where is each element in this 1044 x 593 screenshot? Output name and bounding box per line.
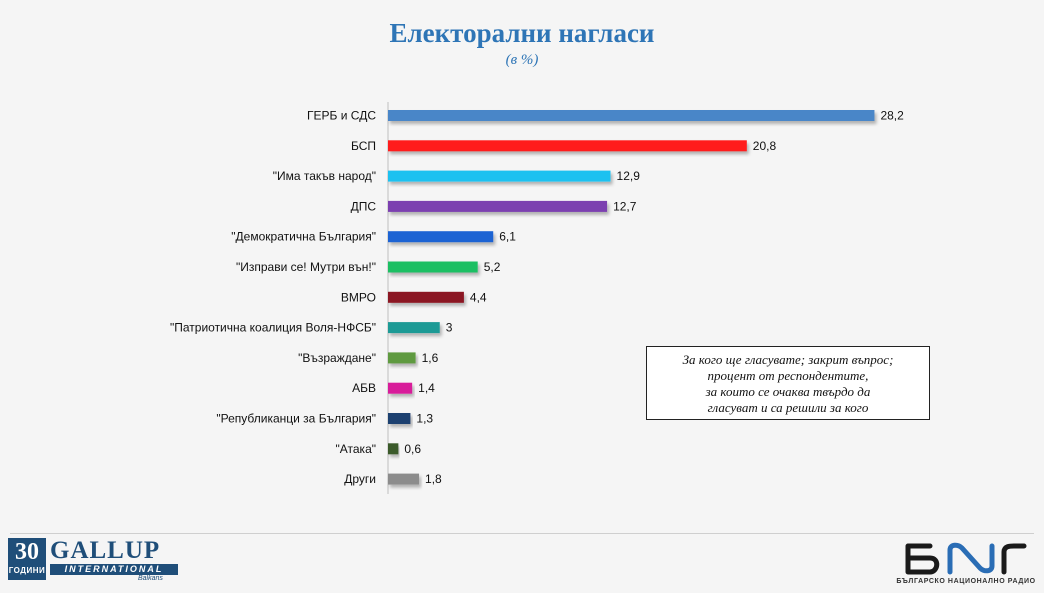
value-label: 1,8	[425, 472, 442, 486]
category-label: "Атака"	[336, 442, 376, 456]
methodology-note: За кого ще гласувате; закрит въпрос; про…	[646, 346, 930, 420]
value-label: 28,2	[880, 109, 904, 123]
value-label: 12,9	[617, 169, 641, 183]
bnr-logo: БЪЛГАРСКО НАЦИОНАЛНО РАДИО	[896, 538, 1036, 588]
bar	[388, 352, 416, 364]
category-label: "Изправи се! Мутри вън!"	[236, 260, 376, 274]
bar-chart: ГЕРБ и СДС 28,2 БСП 20,8 "Има такъв народ" 12…	[170, 102, 904, 494]
value-label: 0,6	[404, 442, 421, 456]
category-label: "Има такъв народ"	[273, 169, 376, 183]
gallup-logo: 30 ГОДИНИ GALLUP INTERNATIONAL Balkans	[8, 537, 178, 582]
category-label: АБВ	[352, 381, 376, 395]
note-line: процент от респондентите,	[707, 368, 869, 383]
bar	[388, 261, 478, 273]
chart-title: Електорални нагласи	[389, 18, 655, 48]
value-label: 12,7	[613, 199, 637, 213]
value-label: 3	[446, 321, 453, 335]
category-label: БСП	[351, 139, 376, 153]
gallup-region: Balkans	[138, 575, 163, 582]
value-label: 1,4	[418, 381, 435, 395]
category-label: "Демократична България"	[231, 230, 376, 244]
note-line: за които се очаква твърдо да	[705, 384, 871, 399]
bnr-caption: БЪЛГАРСКО НАЦИОНАЛНО РАДИО	[896, 578, 1036, 585]
category-label: ГЕРБ и СДС	[307, 109, 376, 123]
value-label: 1,6	[422, 351, 439, 365]
bar	[388, 413, 411, 424]
category-label: "Републиканци за България"	[216, 412, 376, 426]
bar	[388, 473, 420, 485]
value-label: 4,4	[470, 290, 487, 304]
bar	[388, 140, 747, 152]
category-label: "Възраждане"	[298, 351, 376, 365]
chart-subtitle: (в %)	[505, 52, 539, 68]
value-label: 6,1	[499, 230, 516, 244]
bar	[388, 200, 608, 212]
category-label: ВМРО	[341, 290, 376, 304]
note-line: За кого ще гласувате; закрит въпрос;	[682, 352, 894, 367]
bar	[388, 443, 399, 455]
value-label: 5,2	[484, 260, 501, 274]
bnr-logo-mark-icon	[905, 542, 1027, 575]
category-label: ДПС	[351, 199, 377, 213]
value-label: 1,3	[416, 412, 433, 426]
gallup-years-number: 30	[15, 539, 39, 565]
bar	[388, 382, 413, 394]
bar	[388, 322, 440, 334]
value-label: 20,8	[753, 139, 777, 153]
bar	[388, 110, 875, 121]
category-label: Други	[344, 472, 376, 486]
gallup-years-word: ГОДИНИ	[8, 566, 46, 575]
gallup-30-badge: 30 ГОДИНИ	[8, 538, 46, 580]
gallup-name: GALLUP	[50, 537, 161, 564]
bar	[388, 291, 464, 303]
footer-divider	[10, 533, 1034, 534]
bar	[388, 170, 611, 182]
gallup-international: INTERNATIONAL	[50, 564, 178, 575]
note-line: гласуват и са решили за кого	[707, 400, 869, 415]
category-label: "Патриотична коалиция Воля-НФСБ"	[170, 321, 376, 335]
bar	[388, 231, 494, 243]
